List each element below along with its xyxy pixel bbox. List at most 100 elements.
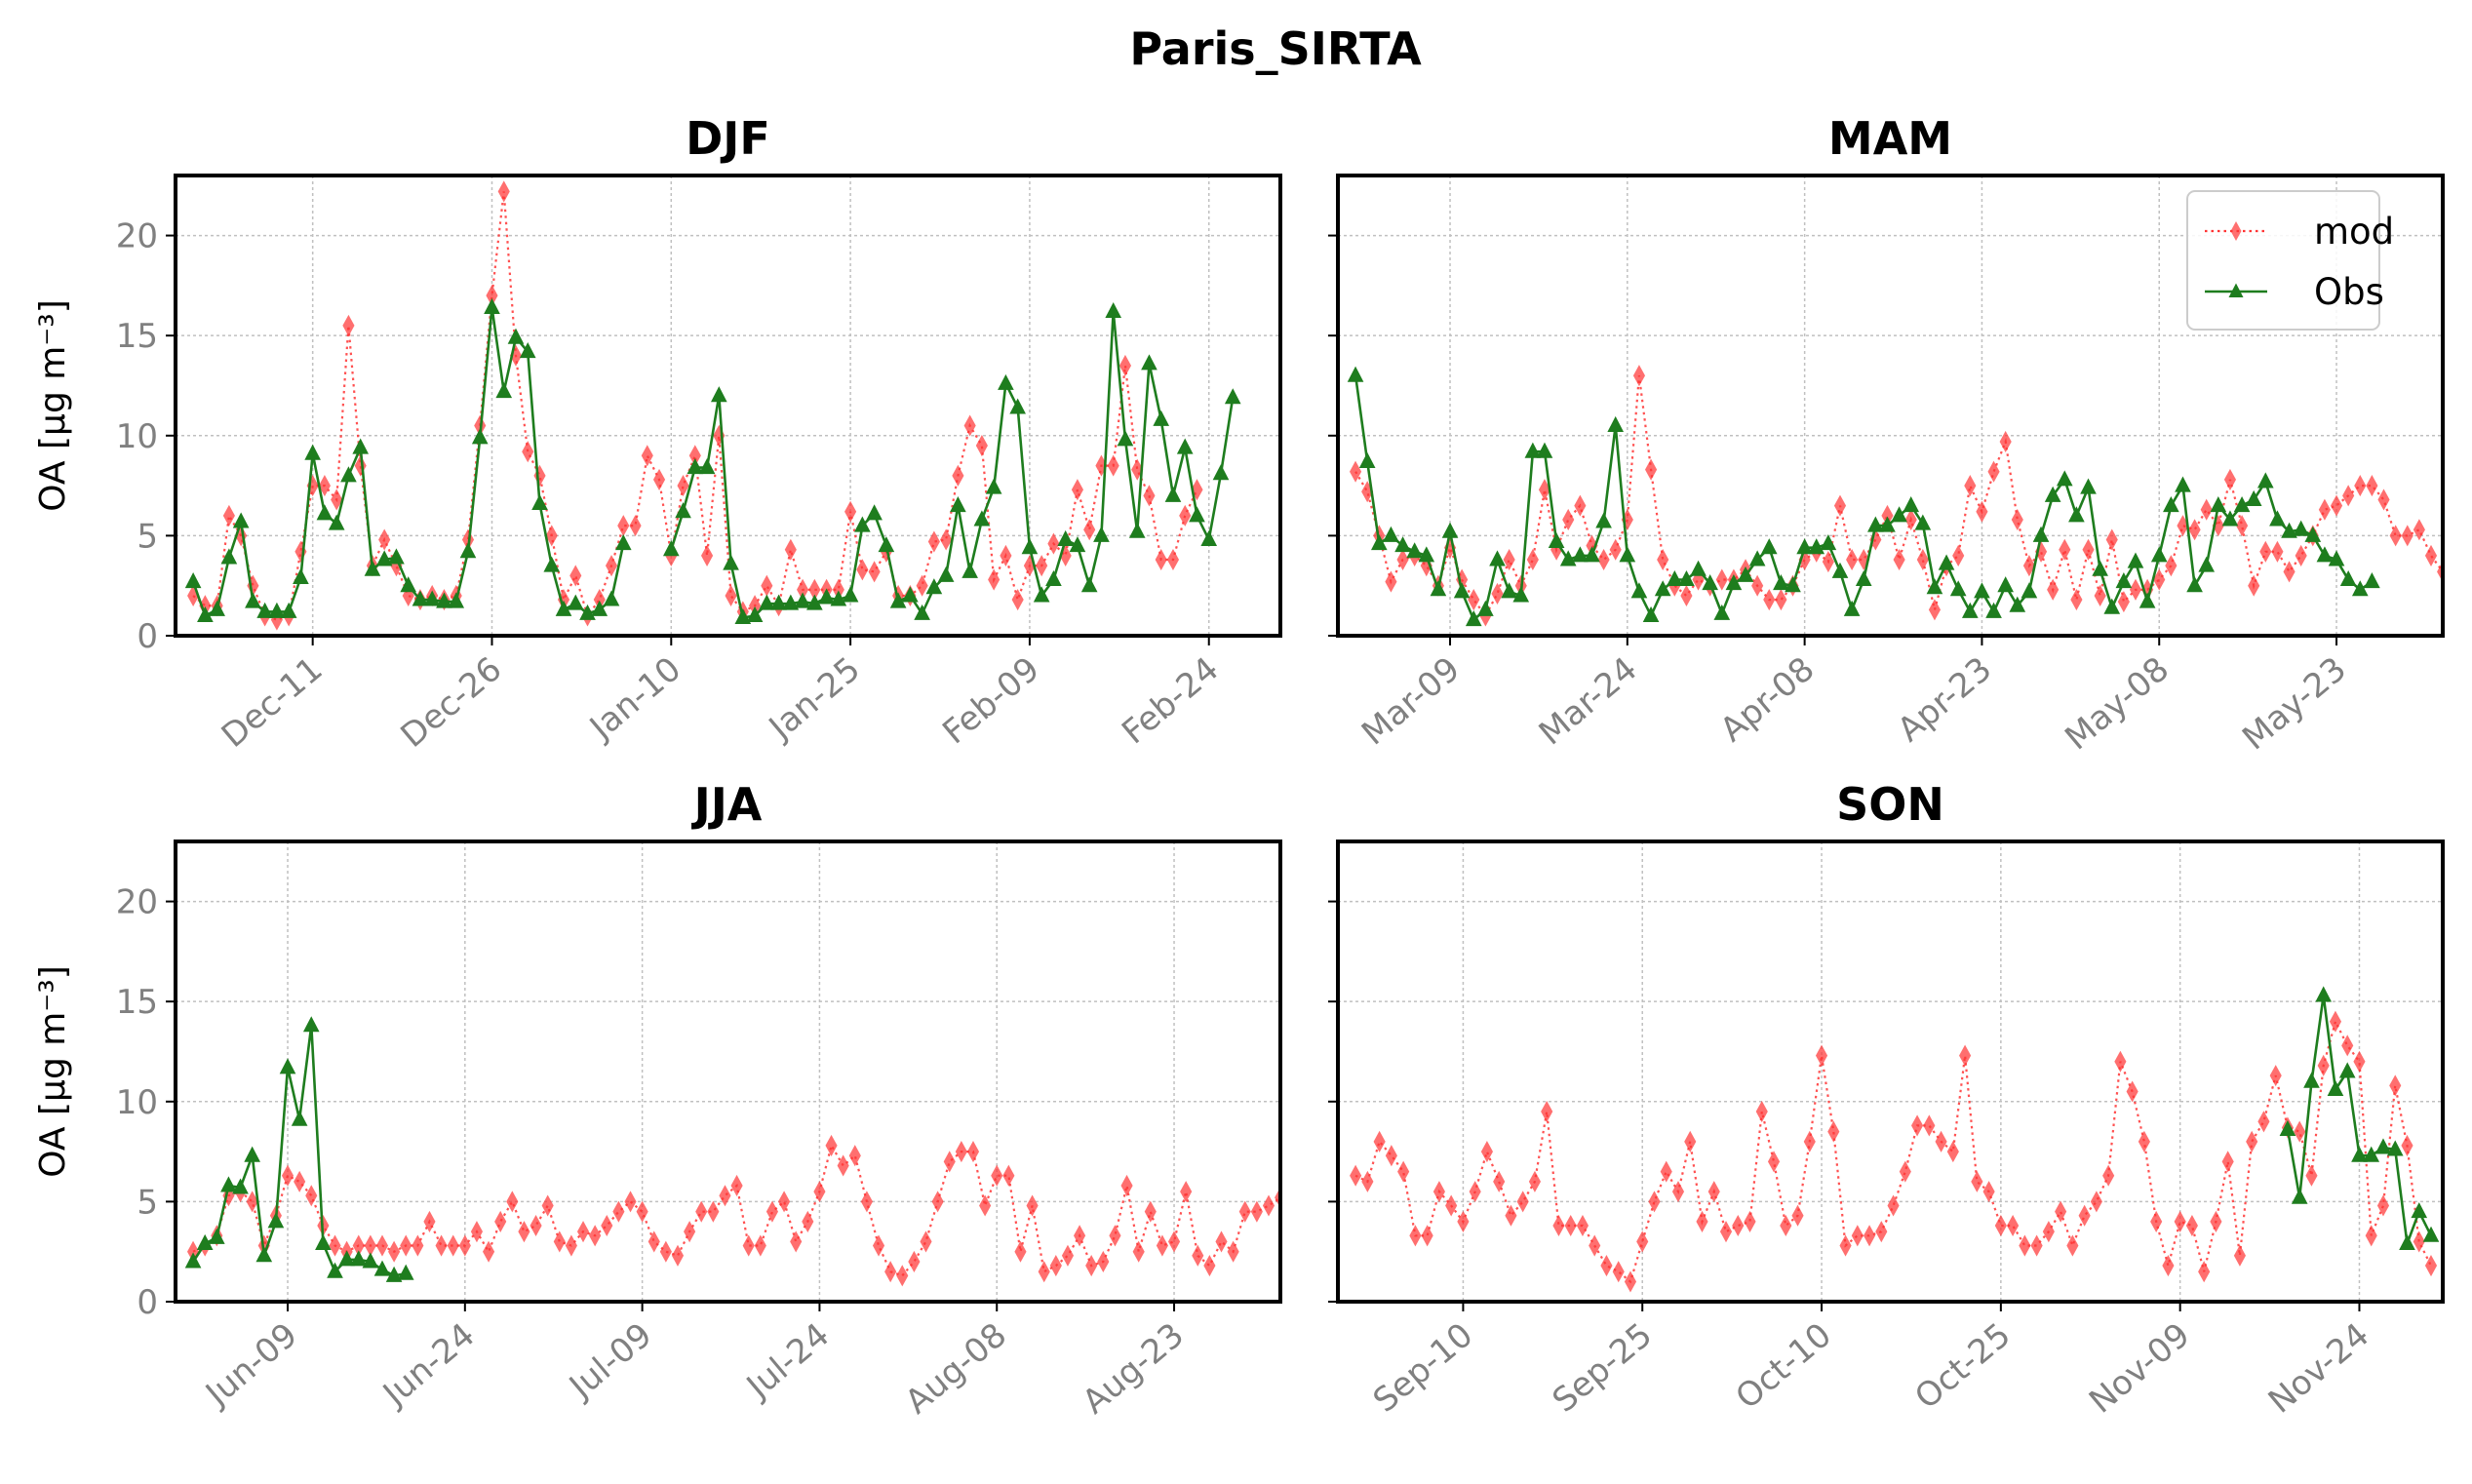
x-tick-label: Jun-24 xyxy=(374,1315,482,1415)
series-obs-point xyxy=(2386,1140,2404,1156)
series-mod-point xyxy=(647,1230,660,1253)
series-mod-point xyxy=(1644,458,1658,481)
series-obs-point xyxy=(448,592,465,608)
series-mod-point xyxy=(246,1191,258,1213)
series-obs-point xyxy=(350,1250,368,1267)
series-obs-point xyxy=(519,342,536,359)
panel-jja: 0 5 10 15 20 Jun-09 Jun-24 Jul-09 Jul-24 Aug-08 Au… xyxy=(33,778,1282,1422)
series-mod-point xyxy=(1421,1225,1433,1247)
series-mod-point xyxy=(1994,1214,2007,1237)
series-obs-point xyxy=(1128,522,1146,538)
series-mod-point xyxy=(1833,494,1847,517)
series-mod-point xyxy=(2233,1244,2247,1267)
series-mod-point xyxy=(378,528,391,551)
series-mod-line xyxy=(192,191,1198,621)
series-mod-point xyxy=(1780,1214,1792,1237)
series-mod-point xyxy=(458,1234,471,1257)
series-obs-point xyxy=(759,594,775,610)
series-mod-point xyxy=(522,441,534,463)
series-obs-point xyxy=(2351,580,2369,597)
series-mod-point xyxy=(742,1234,755,1257)
series-obs-point xyxy=(2363,1146,2380,1162)
series-mod-point xyxy=(1493,1170,1506,1192)
series-obs-point xyxy=(794,592,811,608)
series-obs-point xyxy=(244,1146,260,1162)
x-tick-label: Apr-23 xyxy=(1891,649,2000,750)
series-mod-point xyxy=(1049,1255,1062,1277)
series-mod-point xyxy=(931,1191,944,1213)
series-obs-point xyxy=(340,466,357,483)
series-mod-point xyxy=(1166,548,1180,571)
series-obs-point xyxy=(1961,602,1979,618)
series-mod-point xyxy=(1085,1255,1098,1277)
series-obs-point xyxy=(256,602,273,618)
series-mod-point xyxy=(813,1181,826,1203)
x-tick-label: Aug-08 xyxy=(898,1315,1014,1422)
series-mod-point xyxy=(2042,1221,2055,1243)
series-mod-point xyxy=(1396,548,1409,571)
panel-title: MAM xyxy=(1828,112,1952,165)
series-obs-point xyxy=(1855,569,1872,587)
series-mod-point xyxy=(2354,475,2367,497)
series-obs-point xyxy=(245,592,261,608)
series-mod-point xyxy=(1097,1250,1110,1272)
series-mod-point xyxy=(1562,508,1575,531)
series-obs-point xyxy=(364,560,381,576)
series-mod-point xyxy=(2365,1225,2377,1247)
series-obs-point xyxy=(304,444,321,460)
series-obs-point xyxy=(531,493,548,511)
series-mod-point xyxy=(494,1210,507,1232)
series-mod-point xyxy=(765,1200,779,1223)
series-mod-point xyxy=(1047,532,1060,555)
series-mod-point xyxy=(636,1200,648,1223)
series-mod-point xyxy=(868,561,881,583)
series-obs-point xyxy=(1974,582,1990,599)
series-obs-point xyxy=(1773,574,1789,591)
series-mod-point xyxy=(1636,1230,1649,1253)
series-mod-point xyxy=(400,1234,412,1257)
series-obs-point xyxy=(1630,582,1648,599)
series-obs-point xyxy=(507,328,525,344)
series-obs-point xyxy=(973,510,991,527)
plot-area xyxy=(184,180,1241,631)
series-obs-point xyxy=(2150,546,2168,563)
series-obs-point xyxy=(2245,489,2262,506)
series-mod-point xyxy=(677,475,689,497)
y-axis-label: OA [μg m⁻³] xyxy=(33,299,73,512)
series-mod-point xyxy=(1469,1181,1481,1203)
series-obs-point xyxy=(184,1252,202,1269)
series-mod-point xyxy=(719,1185,731,1207)
series-obs-point xyxy=(2056,470,2073,487)
series-mod-point xyxy=(1156,1234,1168,1257)
series-mod-point xyxy=(1680,584,1693,606)
series-mod-point xyxy=(1696,1210,1708,1232)
series-mod-point xyxy=(2200,498,2213,521)
series-obs-point xyxy=(854,516,871,532)
series-obs-point xyxy=(961,562,978,578)
series-mod-point xyxy=(1516,1191,1529,1213)
series-obs-point xyxy=(567,594,584,610)
y-tick-label: 20 xyxy=(116,217,158,256)
series-mod-point xyxy=(624,1191,637,1213)
series-obs-point xyxy=(1914,514,1932,530)
series-mod-point xyxy=(576,1221,590,1243)
panel-title: DJF xyxy=(686,112,770,165)
series-obs-point xyxy=(327,1262,343,1278)
series-obs-point xyxy=(782,594,800,610)
series-mod-point xyxy=(2389,525,2402,547)
series-obs-point xyxy=(316,504,334,521)
y-tick-label: 0 xyxy=(137,617,158,656)
series-obs-point xyxy=(2092,560,2108,576)
series-mod-point xyxy=(1904,508,1917,531)
series-mod-point xyxy=(1167,1230,1181,1253)
series-mod-point xyxy=(1715,568,1728,591)
series-mod-point xyxy=(1002,1164,1015,1187)
series-mod-point xyxy=(1751,574,1764,597)
y-axis-label: OA [μg m⁻³] xyxy=(33,965,73,1178)
series-mod-point xyxy=(2259,540,2272,563)
series-obs-point xyxy=(255,1246,273,1263)
series-mod-point xyxy=(860,1191,873,1213)
series-mod-point xyxy=(1775,589,1787,611)
series-mod-point xyxy=(754,1234,766,1257)
series-obs-line xyxy=(192,1025,407,1277)
